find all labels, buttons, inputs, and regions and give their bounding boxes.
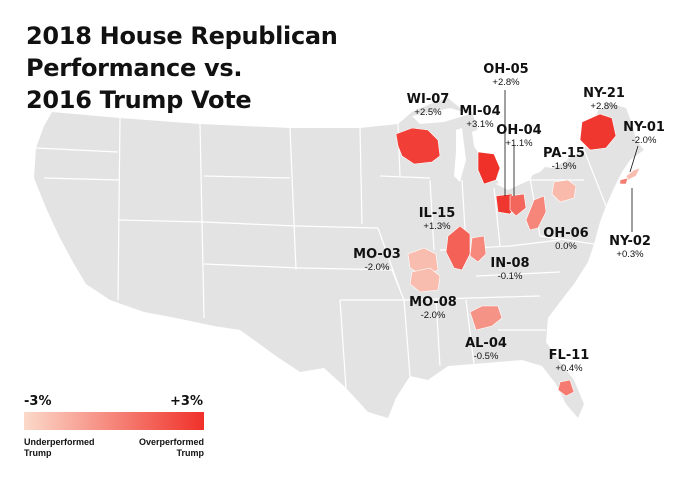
district-value: +2.8%: [590, 101, 618, 112]
title-line-3: 2016 Trump Vote: [26, 86, 252, 114]
label-oh-04: OH-04 +1.1%: [496, 123, 541, 150]
district-code: AL-04: [465, 336, 507, 351]
district-pa-15: [551, 179, 577, 203]
label-al-04: AL-04 -0.5%: [465, 336, 507, 363]
label-in-08: IN-08 -0.1%: [490, 256, 529, 283]
title-line-1: 2018 House Republican: [26, 22, 338, 50]
district-value: -0.5%: [473, 351, 499, 362]
state-borders: [35, 117, 607, 389]
legend-under-line-1: Underperformed: [24, 437, 95, 447]
legend-under-line-2: Trump: [24, 448, 52, 458]
district-oh-06: [525, 195, 547, 231]
label-oh-05: OH-05 +2.8%: [483, 62, 528, 89]
label-mo-03: MO-03 -2.0%: [353, 247, 401, 274]
district-wi-07: [395, 127, 441, 165]
district-code: FL-11: [548, 348, 590, 363]
legend-over-line-1: Overperformed: [138, 437, 204, 447]
district-code: IL-15: [418, 206, 456, 221]
district-code: NY-02: [609, 234, 651, 249]
district-value: -0.1%: [497, 271, 523, 282]
district-code: MO-08: [409, 295, 457, 310]
district-value: +2.8%: [492, 77, 520, 88]
label-il-15: IL-15 +1.3%: [419, 206, 456, 233]
legend-over-line-2: Trump: [176, 448, 204, 458]
district-code: OH-04: [496, 123, 542, 138]
district-value: +3.1%: [466, 119, 494, 130]
label-mo-08: MO-08 -2.0%: [409, 295, 457, 322]
label-fl-11: FL-11 +0.4%: [549, 348, 590, 375]
district-ny-21: [579, 113, 617, 151]
district-value: -1.9%: [551, 161, 577, 172]
leader-lines: [504, 90, 639, 232]
label-pa-15: PA-15 -1.9%: [543, 146, 585, 173]
district-code: MI-04: [459, 104, 501, 119]
district-value: +0.3%: [616, 249, 644, 260]
district-fl-11: [557, 379, 575, 397]
legend-over-caption: Overperformed Trump: [114, 437, 204, 459]
district-ny-02: [619, 177, 629, 185]
district-code: MO-03: [353, 247, 401, 262]
district-oh-04: [509, 193, 527, 217]
district-value: +0.4%: [555, 363, 583, 374]
district-value: 0.0%: [555, 241, 577, 252]
title-line-2: Performance vs.: [26, 54, 243, 82]
label-ny-02: NY-02 +0.3%: [609, 234, 651, 261]
label-mi-04: MI-04 +3.1%: [459, 104, 500, 131]
legend-min-label: -3%: [24, 394, 52, 409]
legend-max-label: +3%: [170, 394, 203, 409]
map-title: 2018 House Republican Performance vs. 20…: [26, 20, 356, 116]
legend-under-caption: Underperformed Trump: [24, 437, 95, 459]
label-ny-01: NY-01 -2.0%: [623, 120, 665, 147]
district-mo-08: [409, 267, 441, 293]
district-code: OH-05: [483, 62, 529, 77]
districts: [395, 113, 641, 397]
label-wi-07: WI-07 +2.5%: [407, 92, 450, 119]
great-lakes: [412, 108, 568, 190]
label-oh-06: OH-06 0.0%: [543, 226, 588, 253]
district-in-08: [469, 235, 487, 263]
district-il-15: [445, 225, 471, 271]
district-code: IN-08: [490, 256, 530, 271]
district-code: NY-01: [623, 120, 665, 135]
district-code: WI-07: [406, 92, 450, 107]
district-value: -2.0%: [631, 135, 657, 146]
legend-color-scale: [24, 412, 204, 430]
district-code: NY-21: [583, 86, 625, 101]
district-mi-04: [477, 151, 501, 185]
label-ny-21: NY-21 +2.8%: [583, 86, 625, 113]
district-value: +1.3%: [423, 221, 451, 232]
district-value: -2.0%: [420, 310, 446, 321]
district-code: OH-06: [543, 226, 589, 241]
district-value: +2.5%: [414, 107, 442, 118]
district-value: -2.0%: [364, 262, 390, 273]
district-value: +1.1%: [505, 138, 533, 149]
district-code: PA-15: [543, 146, 585, 161]
district-al-04: [469, 305, 503, 331]
